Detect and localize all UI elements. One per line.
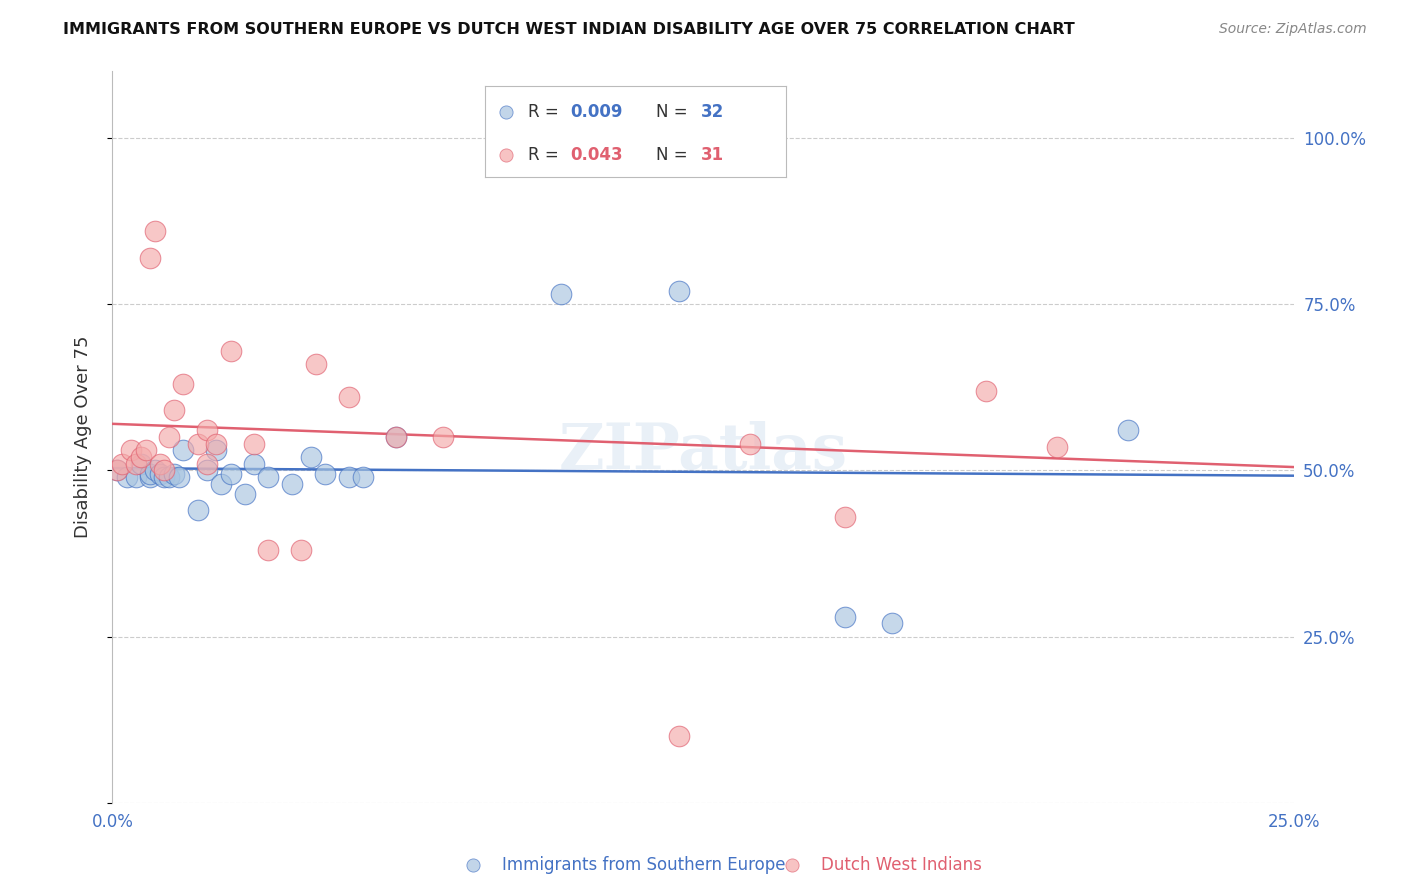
Point bbox=[243, 436, 266, 450]
Point bbox=[243, 457, 266, 471]
Point bbox=[149, 457, 172, 471]
Point bbox=[352, 470, 374, 484]
Point bbox=[153, 470, 176, 484]
Point bbox=[281, 476, 304, 491]
Text: Source: ZipAtlas.com: Source: ZipAtlas.com bbox=[1219, 22, 1367, 37]
Point bbox=[195, 463, 218, 477]
Point bbox=[299, 450, 322, 464]
Point bbox=[163, 467, 186, 481]
Point bbox=[668, 284, 690, 298]
Point bbox=[432, 430, 454, 444]
Point bbox=[740, 436, 762, 450]
Point bbox=[139, 467, 162, 481]
Point bbox=[149, 467, 172, 481]
Text: Dutch West Indians: Dutch West Indians bbox=[821, 856, 981, 874]
Text: Immigrants from Southern Europe: Immigrants from Southern Europe bbox=[502, 856, 786, 874]
Point bbox=[314, 467, 336, 481]
Point bbox=[290, 543, 312, 558]
Point bbox=[219, 343, 242, 358]
Point bbox=[120, 443, 142, 458]
Point bbox=[233, 486, 256, 500]
Point bbox=[111, 457, 134, 471]
Point bbox=[195, 457, 218, 471]
Point bbox=[186, 436, 208, 450]
Point bbox=[157, 430, 180, 444]
Point bbox=[1116, 424, 1139, 438]
Point bbox=[1046, 440, 1069, 454]
Point bbox=[129, 457, 152, 471]
Point bbox=[976, 384, 998, 398]
Point bbox=[385, 430, 408, 444]
Point bbox=[115, 470, 138, 484]
Point bbox=[337, 470, 360, 484]
Point bbox=[550, 287, 572, 301]
Point bbox=[880, 616, 903, 631]
Point bbox=[219, 467, 242, 481]
Point bbox=[157, 470, 180, 484]
Point bbox=[172, 443, 194, 458]
Y-axis label: Disability Age Over 75: Disability Age Over 75 bbox=[73, 335, 91, 539]
Point bbox=[105, 463, 128, 477]
Point bbox=[129, 450, 152, 464]
Point bbox=[598, 124, 620, 138]
Point bbox=[153, 463, 176, 477]
Text: ZIPatlas: ZIPatlas bbox=[558, 421, 848, 483]
Point bbox=[139, 251, 162, 265]
Point bbox=[143, 463, 166, 477]
Point bbox=[668, 729, 690, 743]
Point bbox=[125, 470, 148, 484]
Text: IMMIGRANTS FROM SOUTHERN EUROPE VS DUTCH WEST INDIAN DISABILITY AGE OVER 75 CORR: IMMIGRANTS FROM SOUTHERN EUROPE VS DUTCH… bbox=[63, 22, 1076, 37]
Point bbox=[337, 390, 360, 404]
Point bbox=[139, 470, 162, 484]
Point bbox=[205, 443, 228, 458]
Point bbox=[257, 543, 280, 558]
Point bbox=[135, 443, 157, 458]
Point bbox=[385, 430, 408, 444]
Point bbox=[143, 224, 166, 238]
Point bbox=[186, 503, 208, 517]
Point bbox=[125, 457, 148, 471]
Point bbox=[105, 463, 128, 477]
Point bbox=[209, 476, 232, 491]
Point bbox=[205, 436, 228, 450]
Point bbox=[304, 357, 326, 371]
Point bbox=[195, 424, 218, 438]
Point bbox=[163, 403, 186, 417]
Point bbox=[834, 609, 856, 624]
Point bbox=[257, 470, 280, 484]
Point bbox=[834, 509, 856, 524]
Point bbox=[167, 470, 190, 484]
Point bbox=[172, 376, 194, 391]
